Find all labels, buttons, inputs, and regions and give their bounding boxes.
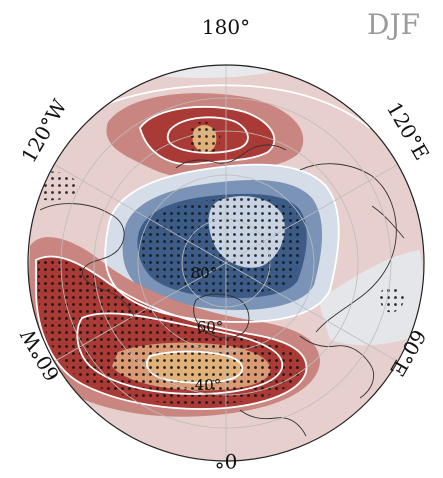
coastline-north-america [39, 203, 135, 317]
neutral-region-north-pacific [150, 65, 280, 78]
season-label: DJF [367, 8, 420, 41]
map-border [27, 64, 425, 462]
contour-arctic [104, 163, 340, 323]
coastline-europe [299, 335, 374, 399]
coastline-east-asia [371, 205, 405, 239]
contour-atlantic [35, 255, 308, 410]
contour-pacific [139, 105, 276, 166]
coastline-eurasia [299, 163, 397, 333]
coastline-alaska [175, 144, 287, 169]
contour-north-pacific [69, 84, 371, 129]
neutral-region-east [318, 250, 424, 346]
contour-pacific-inner [166, 116, 249, 154]
graticule [49, 65, 403, 461]
longitude-label-180: 180° [202, 15, 250, 39]
coastlines [39, 144, 405, 437]
longitude-label-0: 0° [215, 449, 238, 473]
significance-stipple-pacific [186, 121, 221, 157]
latitude-label-60: 60° [197, 318, 224, 336]
significance-stipple-east [380, 287, 404, 313]
contour-peak-inner [146, 350, 244, 384]
contour-atlantic-inner [76, 312, 284, 395]
significance-stipple-atlantic [38, 259, 301, 406]
latitude-label-40: 40° [195, 376, 222, 394]
meridian-120w-60e [49, 161, 403, 365]
coastline-greenland [193, 293, 250, 339]
coastline-africa [239, 409, 307, 437]
significance-stipple-arctic [139, 197, 302, 294]
anomaly-contours [35, 84, 371, 410]
latitude-label-80: 80° [191, 264, 218, 282]
